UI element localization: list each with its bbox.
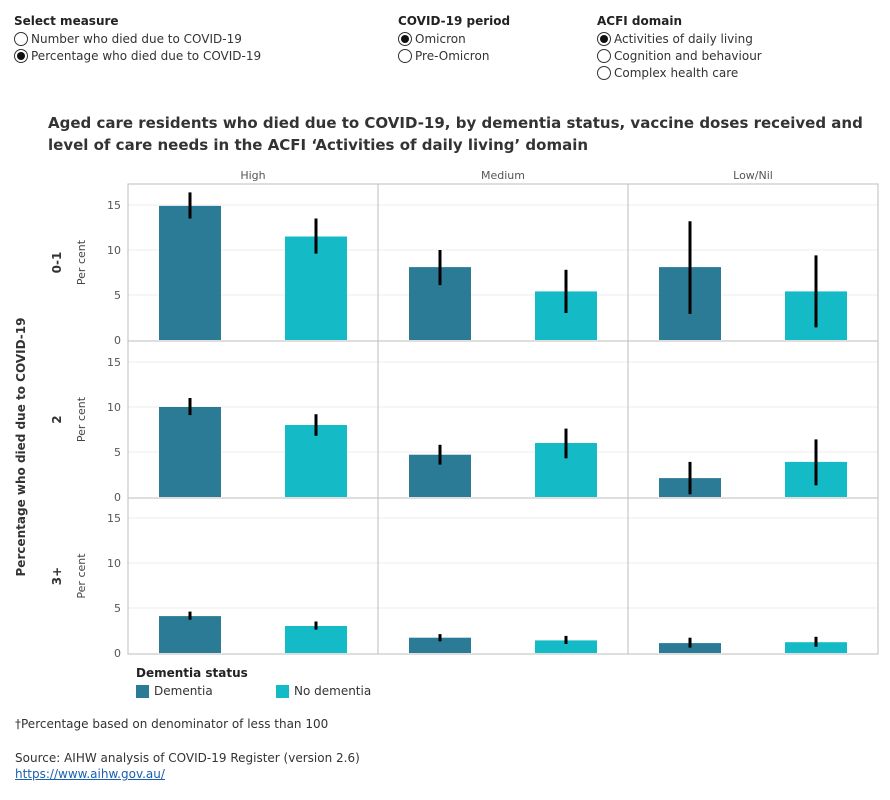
measure-option-label: Percentage who died due to COVID-19 (31, 48, 262, 63)
y-tick-label: 15 (107, 512, 121, 525)
chart-title: Aged care residents who died due to COVI… (48, 114, 863, 154)
legend: Dementia status Dementia No dementia (136, 666, 416, 698)
period-option-label: Pre-Omicron (415, 48, 490, 63)
bar-no-dementia (285, 236, 347, 340)
domain-option-label: Cognition and behaviour (614, 48, 762, 63)
radio-unselected-icon[interactable] (597, 48, 611, 63)
bar-dementia (159, 205, 221, 340)
y-tick-label: 0 (114, 334, 121, 347)
y-tick-label: 15 (107, 199, 121, 212)
period-option-pre-omicron[interactable]: Pre-Omicron (398, 47, 510, 64)
period-option-label: Omicron (415, 31, 466, 46)
radio-selected-icon[interactable] (597, 31, 611, 46)
row-label-3-: 3+ (50, 567, 64, 585)
y-tick-label: 0 (114, 647, 121, 660)
y-axis-title: Percentage who died due to COVID-19 (14, 318, 28, 577)
footnote: †Percentage based on denominator of less… (15, 717, 329, 731)
measure-option-number[interactable]: Number who died due to COVID-19 (14, 30, 261, 47)
bar-dementia (659, 643, 721, 653)
column-header-medium: Medium (481, 169, 525, 182)
legend-title: Dementia status (136, 666, 248, 680)
facet-border (127, 183, 879, 655)
y-tick-label: 10 (107, 244, 121, 257)
y-tick-label: 10 (107, 401, 121, 414)
source-text: Source: AIHW analysis of COVID-19 Regist… (15, 751, 360, 765)
period-option-omicron[interactable]: Omicron (398, 30, 510, 47)
legend-swatch-no-dementia (276, 684, 289, 698)
measure-title: Select measure (14, 14, 119, 28)
row-label-0-1: 0-1 (50, 252, 64, 274)
source-link[interactable]: https://www.aihw.gov.au/ (15, 767, 165, 781)
domain-control: ACFI domain Activities of daily living C… (597, 14, 762, 81)
domain-option-label: Complex health care (614, 65, 739, 80)
period-title: COVID-19 period (398, 14, 511, 28)
domain-title: ACFI domain (597, 14, 683, 28)
legend-swatch-dementia (136, 684, 149, 698)
bar-no-dementia (285, 425, 347, 497)
row-axis-label: Per cent (75, 396, 88, 442)
column-header-high: High (240, 169, 265, 182)
measure-option-label: Number who died due to COVID-19 (31, 31, 242, 46)
legend-label-no-dementia: No dementia (294, 684, 372, 698)
radio-selected-icon[interactable] (398, 31, 412, 46)
row-axis-label: Per cent (75, 239, 88, 285)
measure-control: Select measure Number who died due to CO… (14, 14, 261, 64)
bar-dementia (159, 616, 221, 653)
bar-dementia (409, 637, 471, 653)
radio-unselected-icon[interactable] (597, 65, 611, 80)
legend-item-dementia[interactable]: Dementia (136, 684, 276, 698)
bar-no-dementia (785, 642, 847, 653)
y-tick-label: 5 (114, 289, 121, 302)
radio-selected-icon[interactable] (14, 48, 28, 63)
bar-dementia (159, 407, 221, 497)
bar-no-dementia (285, 626, 347, 653)
legend-label-dementia: Dementia (154, 684, 213, 698)
radio-unselected-icon[interactable] (14, 31, 28, 46)
measure-option-percentage[interactable]: Percentage who died due to COVID-19 (14, 47, 261, 64)
domain-option-cognition[interactable]: Cognition and behaviour (597, 47, 762, 64)
domain-option-label: Activities of daily living (614, 31, 753, 46)
y-tick-label: 15 (107, 356, 121, 369)
y-tick-label: 5 (114, 602, 121, 615)
y-tick-label: 10 (107, 557, 121, 570)
y-tick-label: 5 (114, 446, 121, 459)
domain-option-complex-care[interactable]: Complex health care (597, 64, 762, 81)
radio-unselected-icon[interactable] (398, 48, 412, 63)
column-header-low-nil: Low/Nil (733, 169, 773, 182)
legend-item-no-dementia[interactable]: No dementia (276, 684, 416, 698)
domain-option-daily-living[interactable]: Activities of daily living (597, 30, 762, 47)
y-tick-label: 0 (114, 491, 121, 504)
period-control: COVID-19 period Omicron Pre-Omicron (398, 14, 510, 64)
row-axis-label: Per cent (75, 553, 88, 599)
bar-no-dementia (535, 640, 597, 653)
row-label-2: 2 (50, 415, 64, 423)
